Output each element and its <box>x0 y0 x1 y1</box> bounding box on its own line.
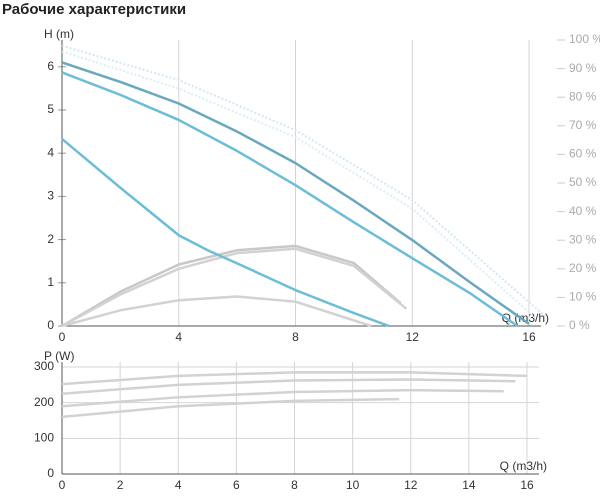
y2-tick-label: 10 % <box>569 290 597 304</box>
x-tick-label: 6 <box>233 478 240 492</box>
y-tick-label: 100 <box>34 431 54 445</box>
x-tick-label: 8 <box>291 478 298 492</box>
y-tick-label: 0 <box>47 466 54 480</box>
x-tick-label: 4 <box>175 330 182 344</box>
x-tick-label: 2 <box>117 478 124 492</box>
y2-tick-label: 40 % <box>569 204 597 218</box>
x-tick-label: 8 <box>292 330 299 344</box>
y-tick-label: 3 <box>47 189 54 203</box>
y-tick-label: 6 <box>47 59 54 73</box>
series-line <box>61 247 408 328</box>
x-tick-label: 0 <box>59 478 66 492</box>
series-line <box>61 71 519 328</box>
x-tick-label: 12 <box>406 330 420 344</box>
y-tick-label: 1 <box>47 275 54 289</box>
series-line <box>61 61 530 325</box>
y2-tick-label: 60 % <box>569 147 597 161</box>
series-line <box>61 44 548 319</box>
series-line <box>61 295 372 328</box>
series-line <box>61 388 504 408</box>
series-line <box>61 137 390 328</box>
series-line <box>61 244 402 328</box>
x-tick-label: 4 <box>175 478 182 492</box>
y2-tick-label: 80 % <box>569 89 597 103</box>
y2-tick-label: 30 % <box>569 232 597 246</box>
series-line <box>61 397 400 419</box>
y2-tick-label: 70 % <box>569 118 597 132</box>
y-tick-label: 200 <box>34 395 54 409</box>
y-axis-label: H (m) <box>44 27 74 41</box>
series-line <box>61 371 528 386</box>
y-tick-label: 5 <box>47 102 54 116</box>
y2-tick-label: 20 % <box>569 261 597 275</box>
y2-tick-label: 50 % <box>569 175 597 189</box>
x-tick-label: 10 <box>346 478 360 492</box>
x-axis-label: Q (m3/h) <box>502 311 549 325</box>
y2-tick-label: 0 % <box>569 318 590 332</box>
x-axis-label: Q (m3/h) <box>500 459 547 473</box>
x-tick-label: 14 <box>462 478 476 492</box>
y2-tick-label: 100 % <box>569 32 600 46</box>
x-tick-label: 0 <box>59 330 66 344</box>
y-tick-label: 4 <box>47 145 54 159</box>
y-tick-label: 300 <box>34 359 54 373</box>
x-tick-label: 16 <box>522 330 536 344</box>
series-line <box>61 50 536 319</box>
y-axis-label: P (W) <box>44 349 74 363</box>
y-tick-label: 2 <box>47 232 54 246</box>
x-tick-label: 16 <box>520 478 534 492</box>
y2-tick-label: 90 % <box>569 61 597 75</box>
series-line <box>61 378 516 395</box>
x-tick-label: 12 <box>404 478 418 492</box>
page-title: Рабочие характеристики <box>2 1 186 18</box>
y-tick-label: 0 <box>47 318 54 332</box>
